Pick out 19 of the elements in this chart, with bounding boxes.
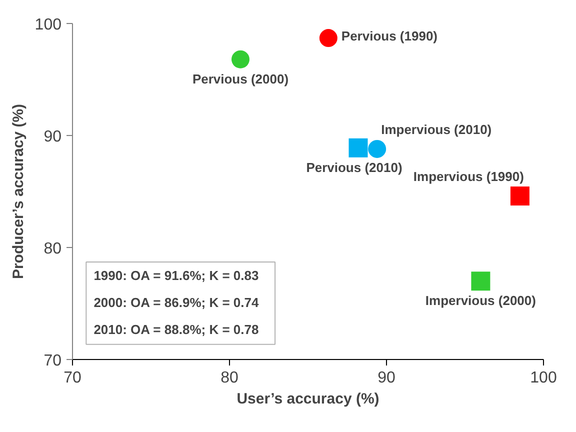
x-tick-label: 100: [530, 370, 557, 386]
annotation: Pervious (2010): [306, 160, 402, 175]
x-axis-title: User’s accuracy (%): [236, 390, 380, 408]
y-tick-label: 90: [44, 128, 62, 146]
x-tick-label: 80: [220, 370, 238, 386]
x-tick-label: 90: [378, 370, 396, 386]
annotation: Impervious (2000): [425, 293, 536, 308]
annotation: Impervious (2010): [381, 122, 492, 137]
annotation: 1990: OA = 91.6%; K = 0.83: [94, 268, 259, 283]
y-axis-title: Producer’s accuracy (%): [10, 104, 27, 280]
annotation: Pervious (2000): [192, 71, 289, 86]
annotation: Pervious (1990): [341, 28, 438, 44]
y-tick-label: 80: [44, 240, 62, 258]
annotation: 2000: OA = 86.9%; K = 0.74: [94, 294, 260, 310]
y-tick-label: 70: [44, 352, 62, 370]
y-tick-label: 100: [34, 16, 62, 34]
annotation: Impervious (1990): [413, 168, 524, 184]
annotation: 2010: OA = 88.8%; K = 0.78: [94, 322, 259, 337]
x-tick-label: 70: [64, 370, 82, 386]
